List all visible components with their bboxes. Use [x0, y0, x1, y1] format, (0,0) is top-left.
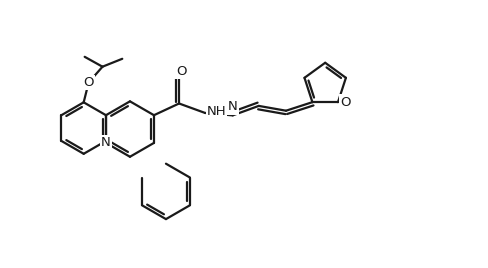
Text: O: O — [83, 76, 94, 89]
Text: O: O — [176, 65, 186, 77]
Text: N: N — [101, 136, 111, 149]
Text: NH: NH — [207, 106, 227, 118]
Text: O: O — [340, 96, 350, 109]
Text: N: N — [228, 100, 238, 113]
